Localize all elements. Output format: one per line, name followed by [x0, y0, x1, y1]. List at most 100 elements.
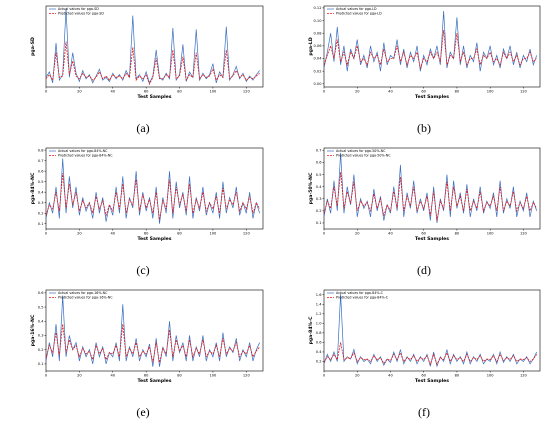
x-tick-label: 80: [455, 374, 460, 378]
legend-entry: Predicted values for pga-84%-NC: [58, 154, 113, 158]
x-tick-label: 40: [388, 374, 393, 378]
predicted-series-line: [45, 173, 261, 220]
legend-entry: Actual values for pga-84%-NC: [58, 149, 108, 153]
panel-label: (c): [136, 263, 149, 277]
x-tick-label: 60: [421, 374, 426, 378]
y-axis-title: pga-84%-C: [308, 316, 314, 344]
x-tick-label: 40: [110, 90, 115, 94]
x-tick-label: 0: [323, 374, 326, 378]
y-axis-title: pga-16%-NC: [30, 314, 36, 346]
actual-series-line: [45, 158, 260, 224]
x-tick-label: 80: [455, 90, 460, 94]
x-tick-label: 0: [323, 90, 326, 94]
y-tick-label: 1.6: [316, 293, 322, 297]
y-tick-label: 0.5: [316, 173, 322, 177]
panel-label: (b): [417, 121, 431, 135]
x-tick-label: 40: [388, 232, 393, 236]
x-tick-label: 120: [520, 232, 528, 236]
x-tick-label: 20: [355, 374, 360, 378]
plot-frame: [323, 289, 541, 372]
y-tick-label: 0.2: [316, 360, 322, 364]
y-tick-label: 0.2: [38, 348, 44, 352]
legend-entry: Actual values for pga-LD: [336, 7, 377, 11]
x-tick-label: 100: [209, 90, 217, 94]
x-tick-label: 80: [177, 374, 182, 378]
x-tick-label: 20: [77, 90, 82, 94]
x-tick-label: 20: [77, 374, 82, 378]
x-tick-label: 20: [77, 232, 82, 236]
y-tick-label: 0.04: [313, 57, 322, 61]
y-tick-label: 0.6: [38, 291, 44, 295]
plot-frame: [45, 5, 264, 88]
x-axis-title: Test Samples: [415, 94, 449, 100]
actual-series-line: [323, 152, 538, 224]
x-tick-label: 100: [209, 374, 217, 378]
legend-entry: Actual values for pga-SD: [58, 7, 99, 11]
plot-frame: [45, 289, 264, 372]
actual-series-line: [45, 8, 260, 84]
legend-entry: Predicted values for pga-16%-NC: [58, 296, 113, 300]
chart-panel-5: 0 20 40 60 80 100 120 0.1 0.2 0.3 0.4 0.5 0.6 Test Sa…: [30, 289, 264, 384]
legend-entry: Predicted values for pga-50%-NC: [336, 154, 391, 158]
y-tick-label: 1.4: [316, 302, 322, 306]
x-tick-label: 100: [487, 232, 495, 236]
actual-series-line: [323, 11, 538, 72]
panel-label: (d): [417, 263, 431, 277]
x-tick-label: 100: [487, 90, 495, 94]
y-tick-label: 0.10: [313, 19, 322, 23]
y-tick-label: 0.4: [38, 190, 44, 194]
x-tick-label: 0: [323, 232, 326, 236]
y-axis-title: pga-LD: [308, 37, 314, 56]
legend-entry: Predicted values for pga-SD: [58, 12, 104, 16]
y-tick-label: 0.2: [38, 211, 44, 215]
x-tick-label: 60: [144, 374, 149, 378]
x-tick-label: 60: [144, 90, 149, 94]
y-tick-label: 0.3: [38, 334, 44, 338]
predicted-series-line: [323, 30, 537, 70]
y-tick-label: 1.2: [316, 312, 322, 316]
y-axis-title: pga-84%-NC: [30, 172, 36, 204]
y-axis-title: pga-SD: [30, 37, 36, 56]
x-tick-label: 80: [455, 232, 460, 236]
y-tick-label: 0.00: [313, 82, 322, 86]
x-tick-label: 40: [110, 232, 115, 236]
chart-panel-1: 0 20 40 60 80 100 120 Test Samples pga-SD Actual …: [30, 5, 264, 100]
y-tick-label: 1.0: [316, 322, 322, 326]
y-tick-label: 0.8: [38, 148, 44, 152]
y-tick-label: 0.3: [316, 197, 322, 201]
predicted-series-line: [45, 41, 260, 86]
chart-panel-6: 0 20 40 60 80 100 120 0.2 0.4 0.6 0.8 1.0 1.2 1.4 1.6 T…: [308, 289, 541, 384]
y-tick-label: 0.5: [38, 305, 44, 309]
y-tick-label: 0.6: [38, 169, 44, 173]
chart-panel-3: 0 20 40 60 80 100 120 0.1 0.2 0.3 0.4 0.5 0.6 0.7 0.8 T…: [30, 147, 264, 242]
y-tick-label: 0.7: [316, 149, 322, 153]
y-tick-label: 0.4: [316, 350, 322, 354]
x-tick-label: 100: [487, 374, 495, 378]
y-tick-label: 0.8: [316, 331, 322, 335]
x-tick-label: 120: [520, 90, 528, 94]
y-tick-label: 0.6: [316, 341, 322, 345]
x-tick-label: 60: [421, 90, 426, 94]
legend-entry: Actual values for pga-16%-NC: [58, 291, 108, 295]
x-tick-label: 0: [45, 232, 48, 236]
y-axis-title: pga-50%-NC: [308, 172, 314, 204]
y-tick-label: 0.2: [316, 209, 322, 213]
x-tick-label: 120: [243, 232, 251, 236]
predicted-series-line: [323, 172, 538, 221]
plot-frame: [323, 5, 541, 88]
y-tick-label: 0.08: [313, 31, 322, 35]
y-tick-label: 0.06: [313, 44, 322, 48]
x-tick-label: 20: [355, 232, 360, 236]
x-axis-title: Test Samples: [137, 94, 171, 100]
x-tick-label: 0: [45, 90, 48, 94]
y-tick-label: 0.4: [38, 319, 44, 323]
predicted-series-line: [323, 342, 538, 366]
actual-series-line: [323, 293, 537, 368]
x-tick-label: 0: [45, 374, 48, 378]
x-tick-label: 40: [110, 374, 115, 378]
